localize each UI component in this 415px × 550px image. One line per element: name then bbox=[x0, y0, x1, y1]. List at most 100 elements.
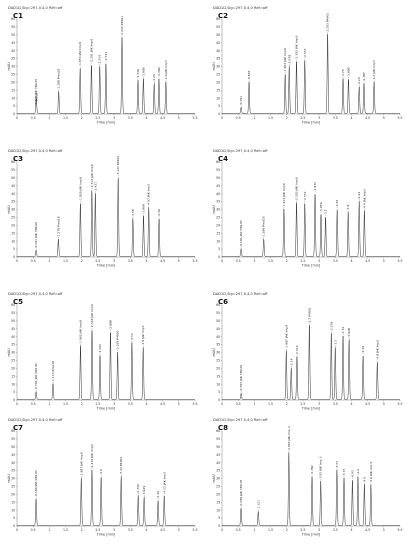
y-tick-label: 25 bbox=[11, 216, 15, 220]
x-tick-label: 2 bbox=[286, 528, 288, 532]
y-tick-label: 20 bbox=[216, 80, 220, 84]
x-tick-label: 4.5 bbox=[365, 528, 370, 532]
y-tick-label: 10 bbox=[11, 382, 15, 386]
peak-label: 2.078 bbox=[287, 55, 291, 64]
peak-label: 3.263 P4901 bbox=[326, 13, 330, 32]
y-tick-label: 40 bbox=[11, 192, 15, 196]
y-tick-label: 20 bbox=[11, 492, 15, 496]
panel-label: C3 bbox=[13, 155, 23, 163]
peak-label: 3.58 bbox=[131, 209, 135, 216]
chromatogram-trace bbox=[222, 34, 400, 114]
x-tick-label: 2.5 bbox=[300, 402, 305, 406]
y-tick-label: 25 bbox=[11, 73, 15, 77]
y-tick-label: 0 bbox=[218, 112, 220, 116]
x-tick-label: 3 bbox=[113, 116, 115, 120]
axes: 0 0.5 1 1.5 2 2.5 3 3.5 4 4.5 5 5.5 0 5 10 15 20 25 30 35 40… bbox=[216, 17, 402, 120]
y-tick-label: 50 bbox=[216, 445, 220, 449]
panel-label: C2 bbox=[218, 12, 228, 20]
x-tick-label: 5 bbox=[178, 259, 180, 263]
x-tick-label: 2 bbox=[286, 402, 288, 406]
x-tick-label: 2.5 bbox=[300, 528, 305, 532]
x-tick-label: 4.5 bbox=[160, 528, 165, 532]
chart-svg: DAD1D,Sig=297,0.4,0 Ref=off C2 0 0.5 1 1.5 2 2.… bbox=[212, 6, 403, 125]
y-tick-label: 40 bbox=[216, 335, 220, 339]
chart-title: DAD1D,Sig=297,0.4,0 Ref=off bbox=[8, 292, 63, 296]
peak-label: 3.22 P4901 bbox=[119, 457, 123, 474]
peak-label: 3.56 bbox=[335, 200, 339, 207]
peak-label: 0.593 JAK 589.05 bbox=[239, 365, 243, 391]
peak-label: 2.14 bbox=[289, 358, 293, 365]
peak-label: 0.589 JAK 589.05 bbox=[34, 470, 38, 496]
axes: 0 0.5 1 1.5 2 2.5 3 3.5 4 4.5 5 5.5 0 5 10 15 20 25 30 35 40… bbox=[11, 429, 197, 532]
peak-label: 2.7 P4901 bbox=[307, 307, 311, 322]
y-tick-label: 45 bbox=[11, 453, 15, 457]
peak-label: 1.959 JAK Imp9 bbox=[78, 177, 82, 200]
x-tick-label: 3.5 bbox=[128, 116, 133, 120]
y-tick-label: 55 bbox=[11, 25, 15, 29]
x-tick-label: 1.5 bbox=[268, 116, 273, 120]
y-tick-label: 30 bbox=[11, 65, 15, 69]
peak-label: 3.9 bbox=[346, 205, 350, 210]
chart-title: DAD1D,Sig=297,0.4,0 Ref=off bbox=[213, 292, 268, 296]
chart-title: DAD1D,Sig=297,0.4,0 Ref=off bbox=[8, 149, 63, 153]
peak-label: 0.591 bbox=[239, 96, 243, 105]
peak-label: 4.36 bbox=[361, 346, 365, 353]
x-tick-label: 2 bbox=[286, 259, 288, 263]
peak-label: 4.07 JAK Imp5 bbox=[147, 184, 151, 205]
peak-label: 2.303 JAK Imp6 bbox=[295, 177, 299, 200]
y-tick-label: 45 bbox=[216, 184, 220, 188]
x-tick-label: 0 bbox=[221, 528, 223, 532]
y-tick-label: 10 bbox=[11, 96, 15, 100]
y-tick-label: 10 bbox=[11, 508, 15, 512]
peak-label: 4.24 bbox=[152, 74, 156, 81]
peak-label: 1.962 JAK Imp9 bbox=[78, 320, 82, 343]
y-tick-label: 5 bbox=[218, 247, 220, 251]
x-tick-label: 4 bbox=[350, 402, 352, 406]
y-tick-label: 60 bbox=[216, 17, 220, 21]
peak-label: 0.836 bbox=[247, 71, 251, 80]
y-tick-label: 45 bbox=[216, 41, 220, 45]
peak-label: 3.059 bbox=[319, 202, 323, 211]
y-tick-label: 50 bbox=[216, 33, 220, 37]
peak-label: 2.421 bbox=[93, 182, 97, 191]
peak-label: 4.36 bbox=[156, 491, 160, 498]
x-tick-label: 1.5 bbox=[268, 259, 273, 263]
x-tick-label: 0.5 bbox=[31, 402, 36, 406]
x-tick-label: 0 bbox=[221, 116, 223, 120]
peak-label: 3.109 P4901 bbox=[116, 330, 120, 349]
y-tick-label: 45 bbox=[11, 41, 15, 45]
axes: 0 0.5 1 1.5 2 2.5 3 3.5 4 4.5 5 5.5 0 5 10 15 20 25 30 35 40… bbox=[216, 303, 402, 406]
peak-label: 4.39 bbox=[157, 209, 161, 216]
y-tick-label: 15 bbox=[216, 374, 220, 378]
y-tick-label: 5 bbox=[218, 390, 220, 394]
y-tick-label: 60 bbox=[11, 160, 15, 164]
y-tick-label: 35 bbox=[216, 343, 220, 347]
y-tick-label: 15 bbox=[11, 374, 15, 378]
y-tick-label: 50 bbox=[11, 445, 15, 449]
y-tick-label: 15 bbox=[11, 500, 15, 504]
chart-svg: DAD1D,Sig=297,0.4,0 Ref=off C5 0 0.5 1 1.5 2 2.… bbox=[7, 292, 198, 411]
chromatogram-panel-c2: DAD1D,Sig=297,0.4,0 Ref=off C2 0 0.5 1 1.5 2 2.… bbox=[212, 5, 408, 136]
y-tick-label: 35 bbox=[11, 57, 15, 61]
peak-label: 4.4 bbox=[362, 477, 366, 482]
x-tick-label: 3 bbox=[318, 259, 320, 263]
y-tick-label: 40 bbox=[216, 192, 220, 196]
y-tick-label: 40 bbox=[216, 49, 220, 53]
x-tick-label: 5 bbox=[383, 116, 385, 120]
peak-label: 3.245 P4901 bbox=[120, 16, 124, 35]
y-tick-label: 25 bbox=[11, 485, 15, 489]
x-tick-label: 5 bbox=[383, 528, 385, 532]
chart-title: DAD1D,Sig=297,0.4,0 Ref=off bbox=[213, 418, 268, 422]
y-tick-label: 10 bbox=[216, 96, 220, 100]
panel-label: C8 bbox=[218, 424, 228, 432]
peak-label: 1.913 JAK Imp9 bbox=[282, 183, 286, 206]
panel-label: C4 bbox=[218, 155, 228, 163]
x-tick-label: 0 bbox=[16, 528, 18, 532]
chromatogram-panel-c8: DAD1D,Sig=297,0.4,0 Ref=off C8 0 0.5 1 1.5 2 2.… bbox=[212, 417, 408, 548]
y-tick-label: 55 bbox=[11, 168, 15, 172]
x-tick-label: 2.5 bbox=[95, 259, 100, 263]
y-axis-title: mAU bbox=[7, 62, 11, 71]
x-tick-label: 2.5 bbox=[300, 259, 305, 263]
panel-label: C6 bbox=[218, 298, 228, 306]
